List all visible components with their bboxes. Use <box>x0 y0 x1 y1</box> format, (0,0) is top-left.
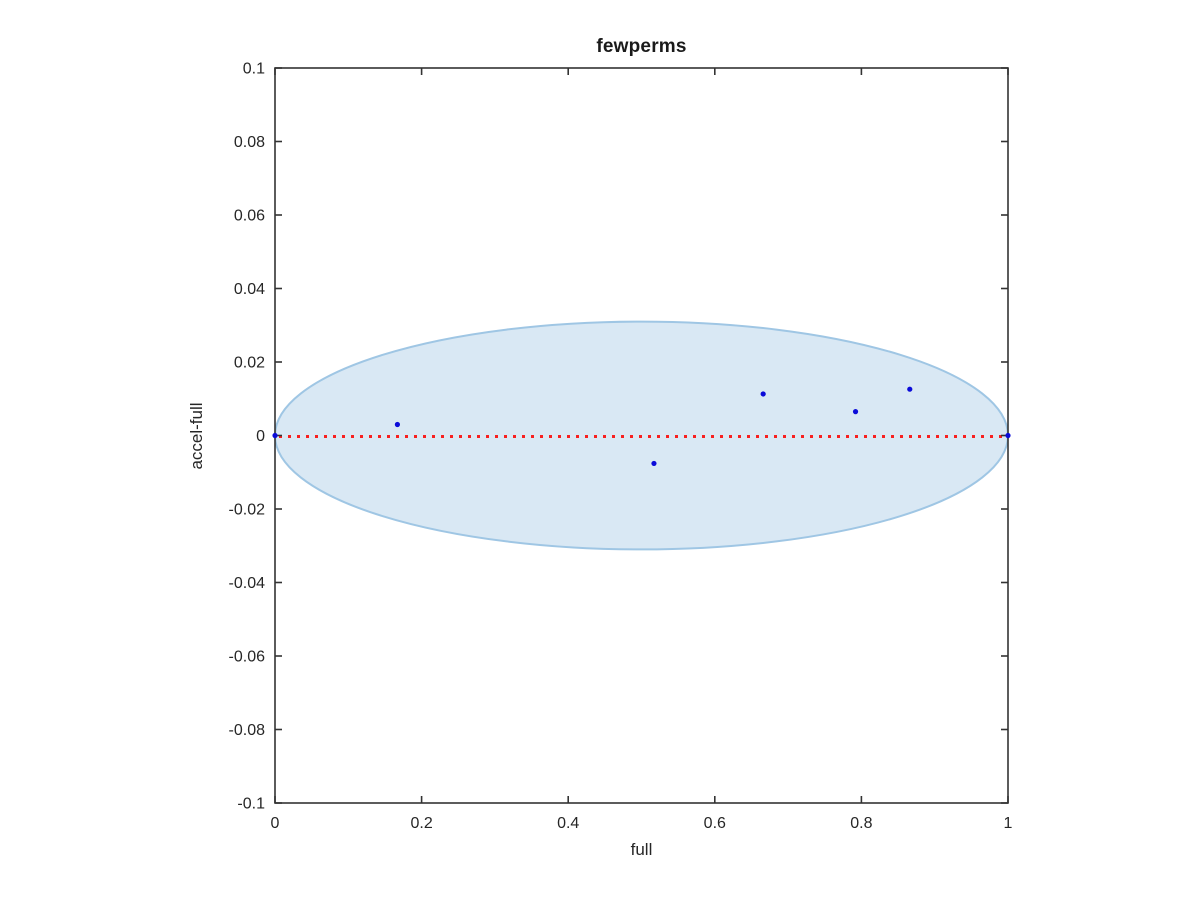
chart-title: fewperms <box>596 36 687 57</box>
y-axis-label: accel-full <box>187 402 206 470</box>
data-point <box>852 409 859 415</box>
x-axis-label: full <box>630 840 653 859</box>
data-point <box>907 386 913 392</box>
y-tick-label: -0.06 <box>229 649 266 666</box>
x-tick-label: 0.2 <box>410 815 432 832</box>
x-tick-label: 0.6 <box>704 815 726 832</box>
y-tick-label: 0.1 <box>243 61 265 78</box>
y-tick-label: 0.02 <box>234 355 265 372</box>
x-tick-label: 0.4 <box>557 815 579 832</box>
data-point <box>272 432 278 439</box>
y-tick-label: -0.1 <box>237 796 265 813</box>
data-point <box>394 421 401 428</box>
y-tick-label: 0.06 <box>234 208 265 225</box>
x-tick-label: 1 <box>1004 815 1013 832</box>
data-point <box>651 460 657 467</box>
y-tick-label: -0.02 <box>229 502 266 519</box>
y-tick-label: 0.08 <box>234 134 265 151</box>
data-point <box>760 391 766 397</box>
y-tick-label: 0 <box>256 428 265 445</box>
data-point <box>1005 432 1011 439</box>
y-tick-label: -0.04 <box>229 575 266 592</box>
x-tick-label: 0 <box>271 815 280 832</box>
y-tick-label: 0.04 <box>234 281 265 298</box>
x-tick-label: 0.8 <box>850 815 872 832</box>
y-tick-label: -0.08 <box>229 722 266 739</box>
